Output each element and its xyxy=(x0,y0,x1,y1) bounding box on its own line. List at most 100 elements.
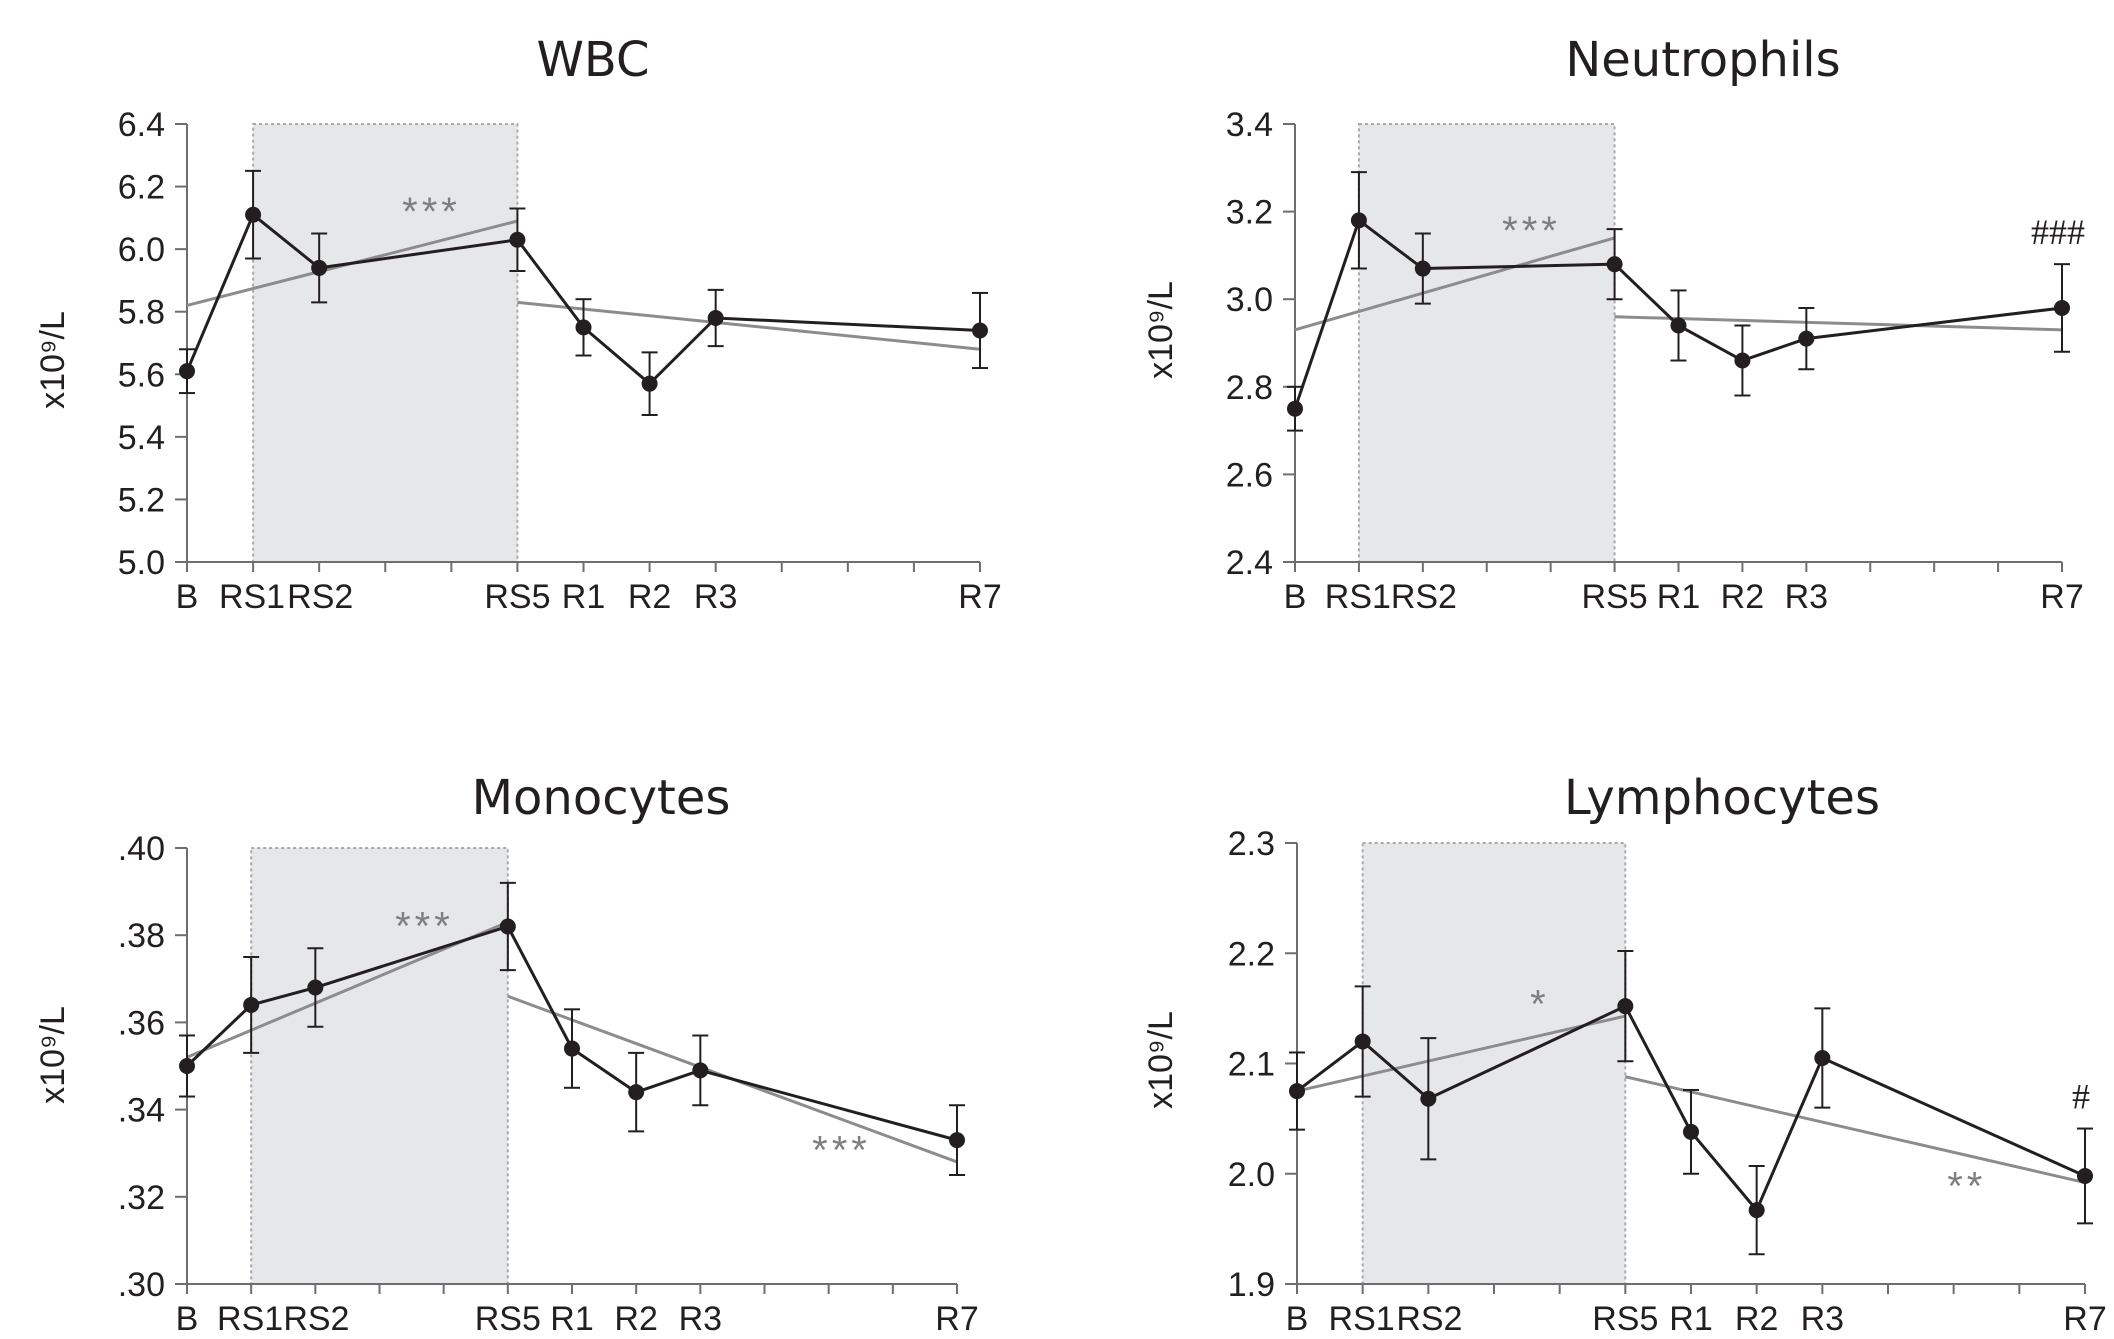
y-tick-label: 2.1 xyxy=(1228,1046,1275,1084)
shaded-region xyxy=(1361,842,1627,1285)
x-tick-label: R7 xyxy=(2063,1300,2106,1338)
x-tick-label: B xyxy=(1286,1300,1309,1338)
hash-annotation: ### xyxy=(2031,212,2085,252)
data-point xyxy=(564,1040,580,1057)
y-axis-label: x10⁹/L xyxy=(34,1006,72,1104)
y-tick-label: 2.2 xyxy=(1228,935,1275,973)
y-axis-label: x10⁹/L xyxy=(1142,281,1180,379)
y-tick-label: 2.3 xyxy=(1228,825,1275,863)
data-point xyxy=(1798,330,1815,347)
trend-line xyxy=(1624,1075,2086,1185)
data-point xyxy=(245,206,262,223)
x-tick-label: R7 xyxy=(935,1300,978,1338)
y-axis-label: x10⁹/L xyxy=(34,311,72,409)
significance-label: *** xyxy=(1502,209,1561,253)
shaded-region xyxy=(252,123,519,563)
x-tick-label: RS5 xyxy=(484,578,550,616)
y-tick-label: 1.9 xyxy=(1228,1266,1275,1304)
x-tick-label: R2 xyxy=(628,578,671,616)
data-point xyxy=(1606,256,1623,273)
x-tick-label: RS2 xyxy=(283,1300,349,1338)
significance-label: *** xyxy=(812,1128,871,1172)
data-point xyxy=(1617,998,1634,1015)
data-point xyxy=(243,996,260,1013)
panel-wbc: WBC x10⁹/L 5.0 5.2 5.4 5.6 5.8 6.0 6.2 6.4 B RS1 RS2… xyxy=(34,32,1002,616)
x-tick-label: R3 xyxy=(1801,1300,1844,1338)
x-tick-label: R1 xyxy=(1669,1300,1712,1338)
y-tick-label: 5.0 xyxy=(118,544,165,582)
x-tick-label: RS1 xyxy=(1325,578,1391,616)
data-point xyxy=(307,979,324,996)
data-point xyxy=(2054,299,2070,316)
data-point xyxy=(575,319,592,336)
y-tick-label: 5.4 xyxy=(118,419,165,457)
data-point xyxy=(1350,212,1367,229)
series-line xyxy=(185,924,958,1142)
y-tick-label: .32 xyxy=(118,1179,165,1217)
data-point xyxy=(1670,317,1687,334)
data-point xyxy=(972,322,988,339)
series-line xyxy=(185,212,981,386)
x-tick-label: RS5 xyxy=(1582,578,1648,616)
chart-title: Monocytes xyxy=(472,770,731,826)
data-point xyxy=(311,259,328,276)
y-tick-label: 2.4 xyxy=(1226,544,1273,582)
chart-title: WBC xyxy=(536,32,649,88)
significance-label: *** xyxy=(395,904,454,948)
data-point xyxy=(179,363,195,380)
x-tick-label: R1 xyxy=(562,578,605,616)
data-point xyxy=(499,918,516,935)
data-point xyxy=(692,1062,709,1079)
series-line xyxy=(1296,1004,2086,1213)
x-tick-label: RS2 xyxy=(1391,578,1457,616)
x-tick-label: RS5 xyxy=(1592,1300,1658,1338)
x-tick-label: R2 xyxy=(614,1300,657,1338)
y-tick-label: 2.6 xyxy=(1226,456,1273,494)
x-tick-label: RS1 xyxy=(1329,1300,1395,1338)
chart-title: Lymphocytes xyxy=(1564,770,1880,826)
data-point xyxy=(1414,260,1431,277)
data-point xyxy=(509,231,526,248)
panel-lymphocytes: Lymphocytes x10⁹/L 1.9 2.0 2.1 2.2 2.3 B RS1 RS2 R… xyxy=(1142,770,2107,1338)
shaded-region xyxy=(250,847,509,1285)
series-line xyxy=(1293,217,2063,410)
y-tick-label: 3.4 xyxy=(1226,106,1273,144)
data-point xyxy=(949,1132,965,1149)
y-tick-label: 5.2 xyxy=(118,481,165,519)
data-point xyxy=(641,375,658,392)
y-tick-label: .36 xyxy=(118,1004,165,1042)
x-tick-label: B xyxy=(176,1300,199,1338)
data-point xyxy=(628,1084,645,1101)
data-point xyxy=(707,309,724,326)
hash-annotation: # xyxy=(2072,1077,2090,1117)
x-tick-label: R1 xyxy=(1657,578,1700,616)
x-tick-label: RS1 xyxy=(219,578,285,616)
y-tick-label: 6.4 xyxy=(118,106,165,144)
y-tick-label: 5.8 xyxy=(118,294,165,332)
y-tick-label: 6.0 xyxy=(118,231,165,269)
y-tick-label: 5.6 xyxy=(118,356,165,394)
y-tick-label: .30 xyxy=(118,1266,165,1304)
data-point xyxy=(1683,1123,1699,1140)
y-tick-label: .34 xyxy=(118,1092,165,1130)
y-tick-label: 3.0 xyxy=(1226,281,1273,319)
significance-label: * xyxy=(1530,983,1550,1027)
chart-title: Neutrophils xyxy=(1565,32,1840,88)
trend-line xyxy=(1294,236,1615,332)
x-tick-label: R7 xyxy=(2040,578,2083,616)
x-tick-label: RS1 xyxy=(217,1300,283,1338)
x-tick-label: RS5 xyxy=(475,1300,541,1338)
trend-line xyxy=(517,300,981,351)
y-tick-label: 3.2 xyxy=(1226,194,1273,232)
shaded-region xyxy=(1357,123,1616,563)
data-point xyxy=(1420,1090,1437,1107)
data-point xyxy=(1289,1083,1305,1100)
data-point xyxy=(1734,352,1751,369)
trend-line xyxy=(1296,1014,1626,1093)
trend-line xyxy=(1614,315,2063,332)
y-axis-label: x10⁹/L xyxy=(1142,1011,1180,1109)
data-point xyxy=(2077,1167,2093,1184)
x-tick-label: R3 xyxy=(679,1300,722,1338)
significance-label: *** xyxy=(402,190,461,234)
